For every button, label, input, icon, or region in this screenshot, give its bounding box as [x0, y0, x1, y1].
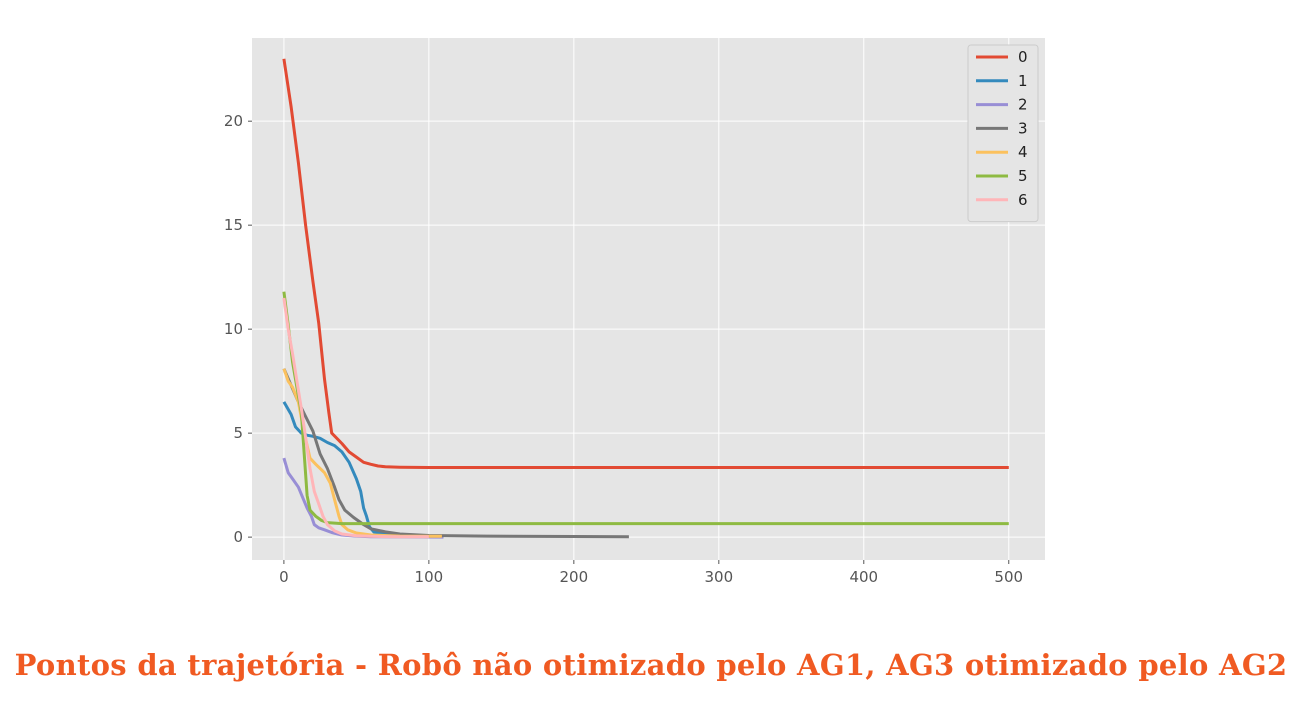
- x-tick-label: 200: [560, 568, 589, 586]
- y-tick-label: 5: [233, 424, 243, 442]
- y-tick-label: 10: [224, 320, 243, 338]
- x-tick-label: 500: [994, 568, 1023, 586]
- series-lines: [282, 58, 1009, 539]
- legend-label-1: 1: [1018, 72, 1028, 90]
- y-tick-label: 0: [233, 528, 243, 546]
- x-tick-label: 400: [849, 568, 878, 586]
- legend-label-2: 2: [1018, 96, 1028, 114]
- legend-label-3: 3: [1018, 119, 1028, 137]
- series-line-0: [282, 58, 1009, 469]
- legend-label-5: 5: [1018, 167, 1028, 185]
- legend-label-6: 6: [1018, 191, 1028, 209]
- legend-label-4: 4: [1018, 143, 1028, 161]
- legend-label-0: 0: [1018, 48, 1028, 66]
- legend: 0 1 2 3 4 5 6: [967, 44, 1039, 223]
- y-tick-label: 20: [224, 112, 243, 130]
- figure-caption: Pontos da trajetória - Robô não otimizad…: [14, 648, 1288, 682]
- y-tick-label: 15: [224, 216, 243, 234]
- x-tick-label: 300: [704, 568, 733, 586]
- plot-area: [252, 38, 1045, 560]
- x-tick-label: 100: [415, 568, 444, 586]
- x-tick-label: 0: [279, 568, 289, 586]
- series-line-6: [282, 297, 429, 539]
- axis-ticks: 0 100 200 300 400 500 0 5 10 15 20: [224, 112, 1023, 586]
- line-chart: 0 100 200 300 400 500 0 5 10 15 20 0 1 2 3 4 5 6: [224, 38, 1045, 586]
